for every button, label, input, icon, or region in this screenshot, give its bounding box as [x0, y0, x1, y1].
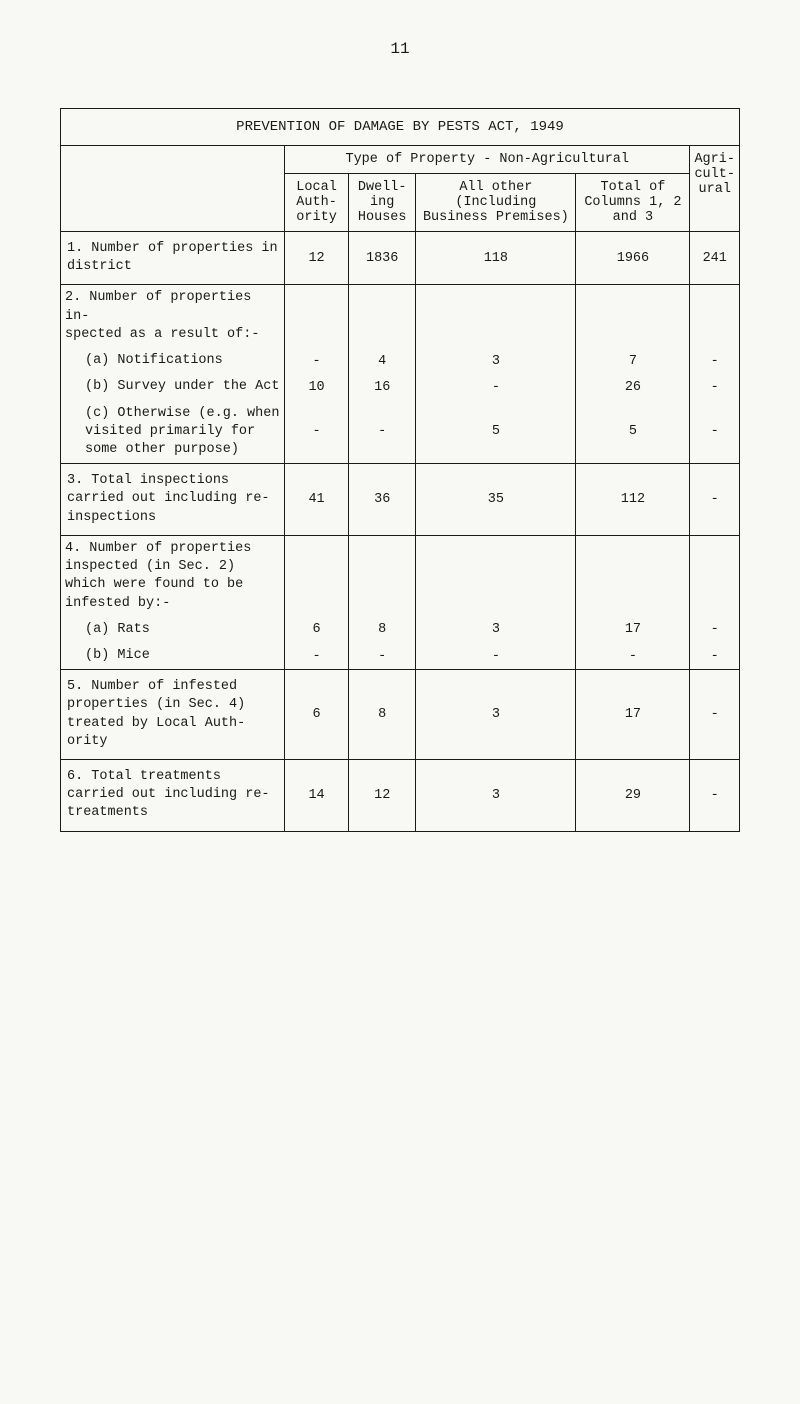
row4b-c4: - — [576, 643, 690, 670]
row2b-c4: 26 — [576, 374, 690, 400]
page-number: 11 — [60, 40, 740, 58]
row2-intro: 2. Number of properties in- spected as a… — [61, 285, 285, 348]
row4a-c4: 17 — [576, 617, 690, 643]
row4a-c3: 3 — [416, 617, 576, 643]
row2a-c4: 7 — [576, 348, 690, 374]
row4b-c5: - — [690, 643, 740, 670]
row3-c4: 112 — [576, 464, 690, 536]
row2b-c3: - — [416, 374, 576, 400]
row1-c1: 12 — [285, 232, 349, 285]
row2c-c5: - — [690, 401, 740, 464]
row2c-c1: - — [285, 401, 349, 464]
row3-c2: 36 — [349, 464, 416, 536]
row4b-c1: - — [285, 643, 349, 670]
row4b-c2: - — [349, 643, 416, 670]
row3-c5: - — [690, 464, 740, 536]
row2c-label: (c) Otherwise (e.g. when visited primari… — [65, 405, 280, 460]
row4a-label: (a) Rats — [65, 621, 280, 639]
header-col-local-authority: Local Auth- ority — [285, 174, 349, 232]
row2b-c5: - — [690, 374, 740, 400]
row5-c5: - — [690, 670, 740, 760]
row2-pad-c3 — [416, 285, 576, 348]
row4b-label: (b) Mice — [65, 647, 280, 665]
row6-c2: 12 — [349, 760, 416, 832]
row3-label: 3. Total inspections carried out includi… — [61, 464, 285, 536]
row1-label: 1. Number of properties in district — [61, 232, 285, 285]
row5-c3: 3 — [416, 670, 576, 760]
row2a-c5: - — [690, 348, 740, 374]
row2-pad-c1 — [285, 285, 349, 348]
row6-c5: - — [690, 760, 740, 832]
row4-pad-c4 — [576, 535, 690, 616]
header-col-all-other: All other (Including Business Premises) — [416, 174, 576, 232]
row4-intro: 4. Number of properties inspected (in Se… — [61, 535, 285, 616]
row2a-c3: 3 — [416, 348, 576, 374]
row1-c5: 241 — [690, 232, 740, 285]
main-table: PREVENTION OF DAMAGE BY PESTS ACT, 1949 … — [60, 108, 740, 832]
row1-c4: 1966 — [576, 232, 690, 285]
row5-c4: 17 — [576, 670, 690, 760]
row2-pad-c5 — [690, 285, 740, 348]
row2c-c2: - — [349, 401, 416, 464]
row4a-c5: - — [690, 617, 740, 643]
row6-label: 6. Total treatments carried out includin… — [61, 760, 285, 832]
row6-c1: 14 — [285, 760, 349, 832]
row2-pad-c4 — [576, 285, 690, 348]
row4-pad-c2 — [349, 535, 416, 616]
row2c-c4: 5 — [576, 401, 690, 464]
row1-c3: 118 — [416, 232, 576, 285]
row5-label: 5. Number of infested properties (in Sec… — [61, 670, 285, 760]
row4b-c3: - — [416, 643, 576, 670]
row2b-c2: 16 — [349, 374, 416, 400]
row2b-c1: 10 — [285, 374, 349, 400]
row6-c4: 29 — [576, 760, 690, 832]
row4-pad-c5 — [690, 535, 740, 616]
row3-c1: 41 — [285, 464, 349, 536]
row4-pad-c1 — [285, 535, 349, 616]
row4a-c1: 6 — [285, 617, 349, 643]
row6-c3: 3 — [416, 760, 576, 832]
row2a-label: (a) Notifications — [65, 352, 280, 370]
row5-c1: 6 — [285, 670, 349, 760]
row4a-c2: 8 — [349, 617, 416, 643]
header-col-dwelling-houses: Dwell- ing Houses — [349, 174, 416, 232]
header-agricultural: Agri- cult- ural — [690, 146, 740, 232]
header-group-nonagri: Type of Property - Non-Agricultural — [285, 146, 690, 174]
row2a-c1: - — [285, 348, 349, 374]
header-col-total: Total of Columns 1, 2 and 3 — [576, 174, 690, 232]
row3-c3: 35 — [416, 464, 576, 536]
row1-c2: 1836 — [349, 232, 416, 285]
row2a-c2: 4 — [349, 348, 416, 374]
row2-pad-c2 — [349, 285, 416, 348]
row2b-label: (b) Survey under the Act — [65, 378, 280, 396]
header-blank — [61, 146, 285, 232]
row4-pad-c3 — [416, 535, 576, 616]
row5-c2: 8 — [349, 670, 416, 760]
table-title: PREVENTION OF DAMAGE BY PESTS ACT, 1949 — [61, 109, 740, 146]
row2c-c3: 5 — [416, 401, 576, 464]
